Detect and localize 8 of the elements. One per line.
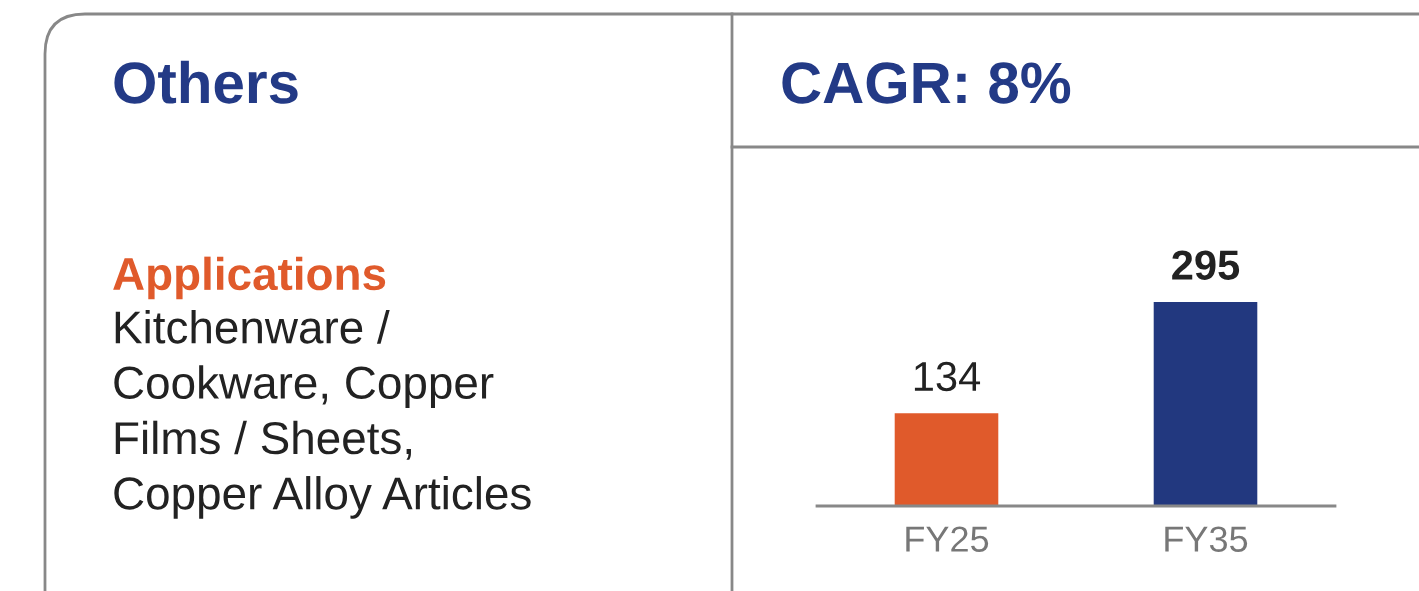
text: Applications — [113, 256, 386, 300]
x-tick-label: FY25 — [906, 526, 989, 552]
text: Others — [114, 60, 298, 104]
data-label: 134 — [914, 361, 981, 392]
chart-title: CAGR: 8% — [782, 62, 1071, 104]
x-tick-label: FY35 — [1165, 526, 1248, 552]
data-label: 295 — [1172, 250, 1240, 280]
text: Kitchenware / Cookware, Copper Films / Sheets, Copper Alloy Articles — [114, 310, 531, 519]
